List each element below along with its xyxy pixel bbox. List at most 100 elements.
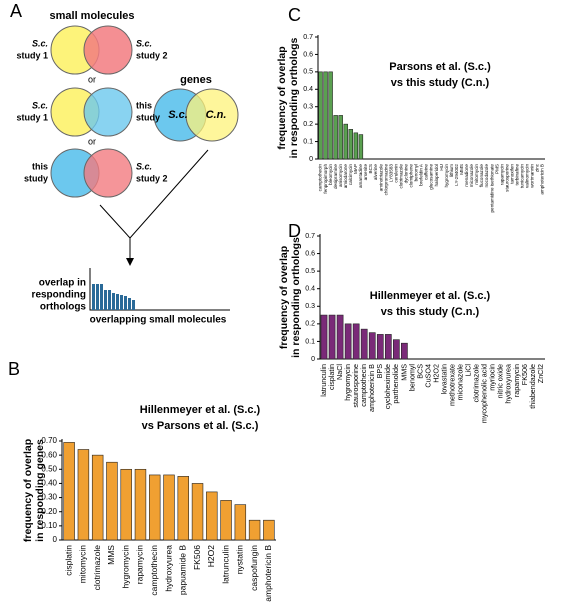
bar [234, 504, 247, 541]
venn-label: this [32, 161, 48, 171]
mini-axis [89, 268, 230, 311]
mini-ylabel: responding [32, 290, 86, 301]
y-tick-label: 0 [53, 535, 58, 544]
x-tick-label: aminotriazole [378, 164, 383, 192]
y-tick-label: 0.5 [303, 69, 313, 76]
heading: small molecules [50, 10, 135, 22]
chart-title: Parsons et al. (S.c.) [389, 61, 491, 73]
x-tick-label: LiCl [464, 364, 473, 377]
x-tick-label: papuamide B [178, 545, 188, 595]
bar [401, 342, 408, 360]
x-tick-label: mycophenolic acid [480, 364, 489, 423]
y-axis-label: frequency of overlap [22, 439, 34, 542]
bar [177, 476, 189, 541]
x-tick-label: hydroxyurea [163, 545, 173, 592]
x-tick-label: anisomycin [338, 164, 343, 187]
x-tick-label: miconazole [456, 364, 465, 400]
x-tick-label: MMS [106, 545, 116, 565]
x-tick-label: caffeine [424, 164, 429, 180]
x-tick-label: hygromycin [120, 545, 130, 589]
x-tick-label: latrunculin [319, 364, 328, 397]
x-tick-label: BCS [368, 164, 373, 173]
x-tick-label: menadione [464, 164, 469, 187]
mini-bar [100, 284, 103, 310]
x-tick-label: BCS [415, 364, 424, 379]
mini-bar [124, 296, 127, 310]
x-tick-label: fenpropimorph [323, 164, 328, 194]
x-tick-label: haloperidol [434, 164, 439, 186]
x-tick-label: CuSO4 [423, 364, 432, 388]
x-tick-label: amantadine [358, 164, 363, 188]
x-tick-label: ZnCl2 [536, 364, 545, 383]
mini-bar [92, 284, 95, 310]
mini-bar [128, 298, 131, 310]
x-tick-label: LY-294002 [454, 164, 459, 186]
x-tick-label: clotrimazole [398, 164, 403, 189]
panel-letter: B [8, 359, 20, 379]
mini-bar [112, 293, 115, 310]
x-tick-label: NaCl [335, 364, 344, 380]
venn-label: study 2 [136, 50, 168, 60]
or: or [88, 136, 96, 146]
bar [320, 314, 328, 360]
x-tick-label: camptothecin [318, 164, 323, 192]
mini-bar [108, 290, 111, 310]
x-tick-label: hydroxyurea [504, 364, 513, 404]
x-tick-label: valinomycin [525, 164, 530, 188]
genes-right: C.n. [206, 109, 227, 121]
y-tick-label: 0.5 [305, 268, 315, 275]
mini-ylabel: orthologs [40, 302, 87, 313]
x-tick-label: arsenite [363, 164, 368, 181]
x-tick-label: wortmannin [530, 164, 535, 188]
bar [263, 519, 275, 541]
bar [191, 483, 204, 541]
bar [384, 334, 392, 360]
x-tick-label: rapamycin [135, 545, 145, 584]
x-tick-label: hygromycin [343, 364, 352, 401]
x-tick-label: benomyl [414, 164, 419, 181]
x-tick-label: FK506 [520, 364, 529, 385]
y-tick-label: 0.60 [41, 450, 57, 459]
arrowhead [126, 258, 134, 266]
x-tick-label: cisplatin [63, 545, 73, 576]
bar [343, 123, 348, 160]
mini-ylabel: overlap in [39, 278, 86, 289]
x-tick-label: benomyl [407, 364, 416, 392]
x-tick-label: clotrimazole [472, 364, 481, 402]
venn-circle [83, 148, 133, 198]
venn-label: S.c. [32, 38, 48, 48]
y-tick-label: 0.3 [305, 303, 315, 310]
venn-circle [185, 88, 239, 142]
x-tick-label: MMS [399, 364, 408, 381]
y-tick-label: 0.4 [305, 286, 315, 293]
bar [360, 328, 368, 360]
bar [328, 71, 333, 160]
x-tick-label: amphotericin B [367, 364, 376, 412]
x-tick-label: staurosporine [351, 364, 360, 408]
venn-label: study 2 [136, 173, 168, 183]
bar [368, 332, 376, 360]
bar [77, 449, 90, 541]
x-tick-label: mitomycin [78, 545, 88, 584]
bar [163, 474, 175, 541]
venn-label: study 1 [16, 112, 48, 122]
y-axis-label: in responding orthologs [290, 237, 302, 358]
y-tick-label: 0.6 [303, 51, 313, 58]
panel-letter: D [288, 221, 301, 241]
y-tick-label: 0.7 [303, 34, 313, 41]
bar [91, 454, 104, 541]
x-tick-label: lovastatin [439, 364, 448, 394]
venn-circle [83, 87, 133, 137]
x-tick-label: terbinafine [514, 164, 519, 186]
bar [63, 442, 75, 541]
bar [248, 519, 261, 541]
x-tick-label: LY83583 [388, 164, 393, 182]
x-tick-label: desipramine [333, 164, 338, 189]
y-tick-label: 0.7 [305, 233, 315, 240]
bar [344, 323, 352, 360]
heading: genes [180, 74, 212, 86]
mini-bar [96, 284, 99, 310]
x-tick-label: cisplatin [327, 364, 336, 390]
panel-letter: A [10, 1, 22, 21]
bar [353, 132, 359, 160]
